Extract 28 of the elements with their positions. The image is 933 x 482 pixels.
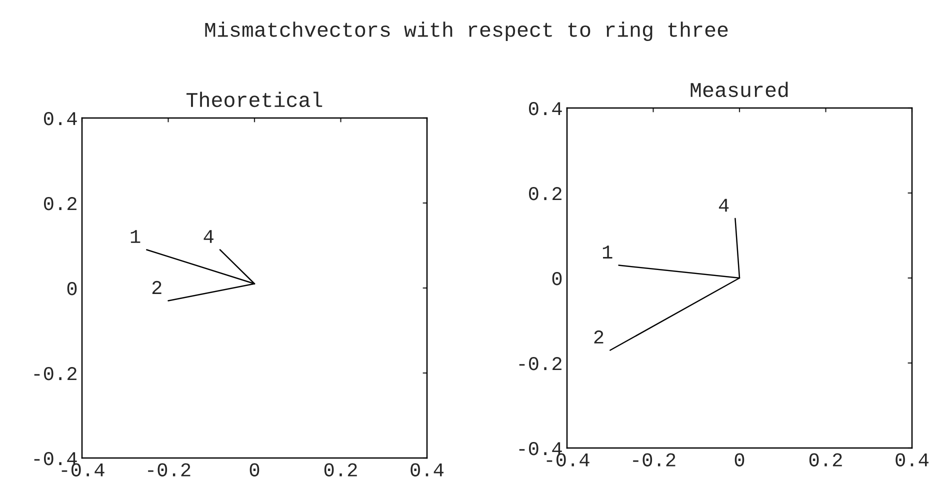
x-tick-label: 0.2 <box>809 453 842 466</box>
x-tick-label: 0.4 <box>410 463 444 476</box>
y-tick-label: 0.4 <box>44 112 77 126</box>
series-label: 1 <box>130 230 140 243</box>
series-label: 2 <box>152 280 162 294</box>
x-tick-label: 0 <box>250 463 260 476</box>
x-tick-label: -0.4 <box>62 463 104 476</box>
x-tick-label: 0.4 <box>896 453 929 466</box>
series-label: 2 <box>594 330 604 344</box>
y-tick-label: 0.4 <box>529 102 562 116</box>
y-tick-label: -0.2 <box>34 367 76 380</box>
y-tick-label: 0 <box>67 282 77 296</box>
series-label: 4 <box>204 230 214 243</box>
y-tick-label: -0.4 <box>519 442 562 456</box>
chart-title: Measured <box>690 82 788 98</box>
x-tick-label: -0.4 <box>546 453 590 466</box>
text: Mismatchvectors with respect to ring three <box>205 22 728 42</box>
series-label: 1 <box>602 246 612 258</box>
x-tick-label: -0.2 <box>633 453 676 466</box>
y-tick-label: 0.2 <box>44 197 76 210</box>
chart-title: Theoretical <box>186 92 322 108</box>
x-tick-label: -0.2 <box>148 463 190 476</box>
x-tick-label: 0 <box>734 453 744 466</box>
y-tick-label: 0 <box>552 272 562 286</box>
y-tick-label: 0.2 <box>529 187 562 200</box>
y-tick-label: -0.2 <box>519 357 562 370</box>
x-tick-label: 0.2 <box>324 463 357 476</box>
series-label: 4 <box>718 198 729 212</box>
